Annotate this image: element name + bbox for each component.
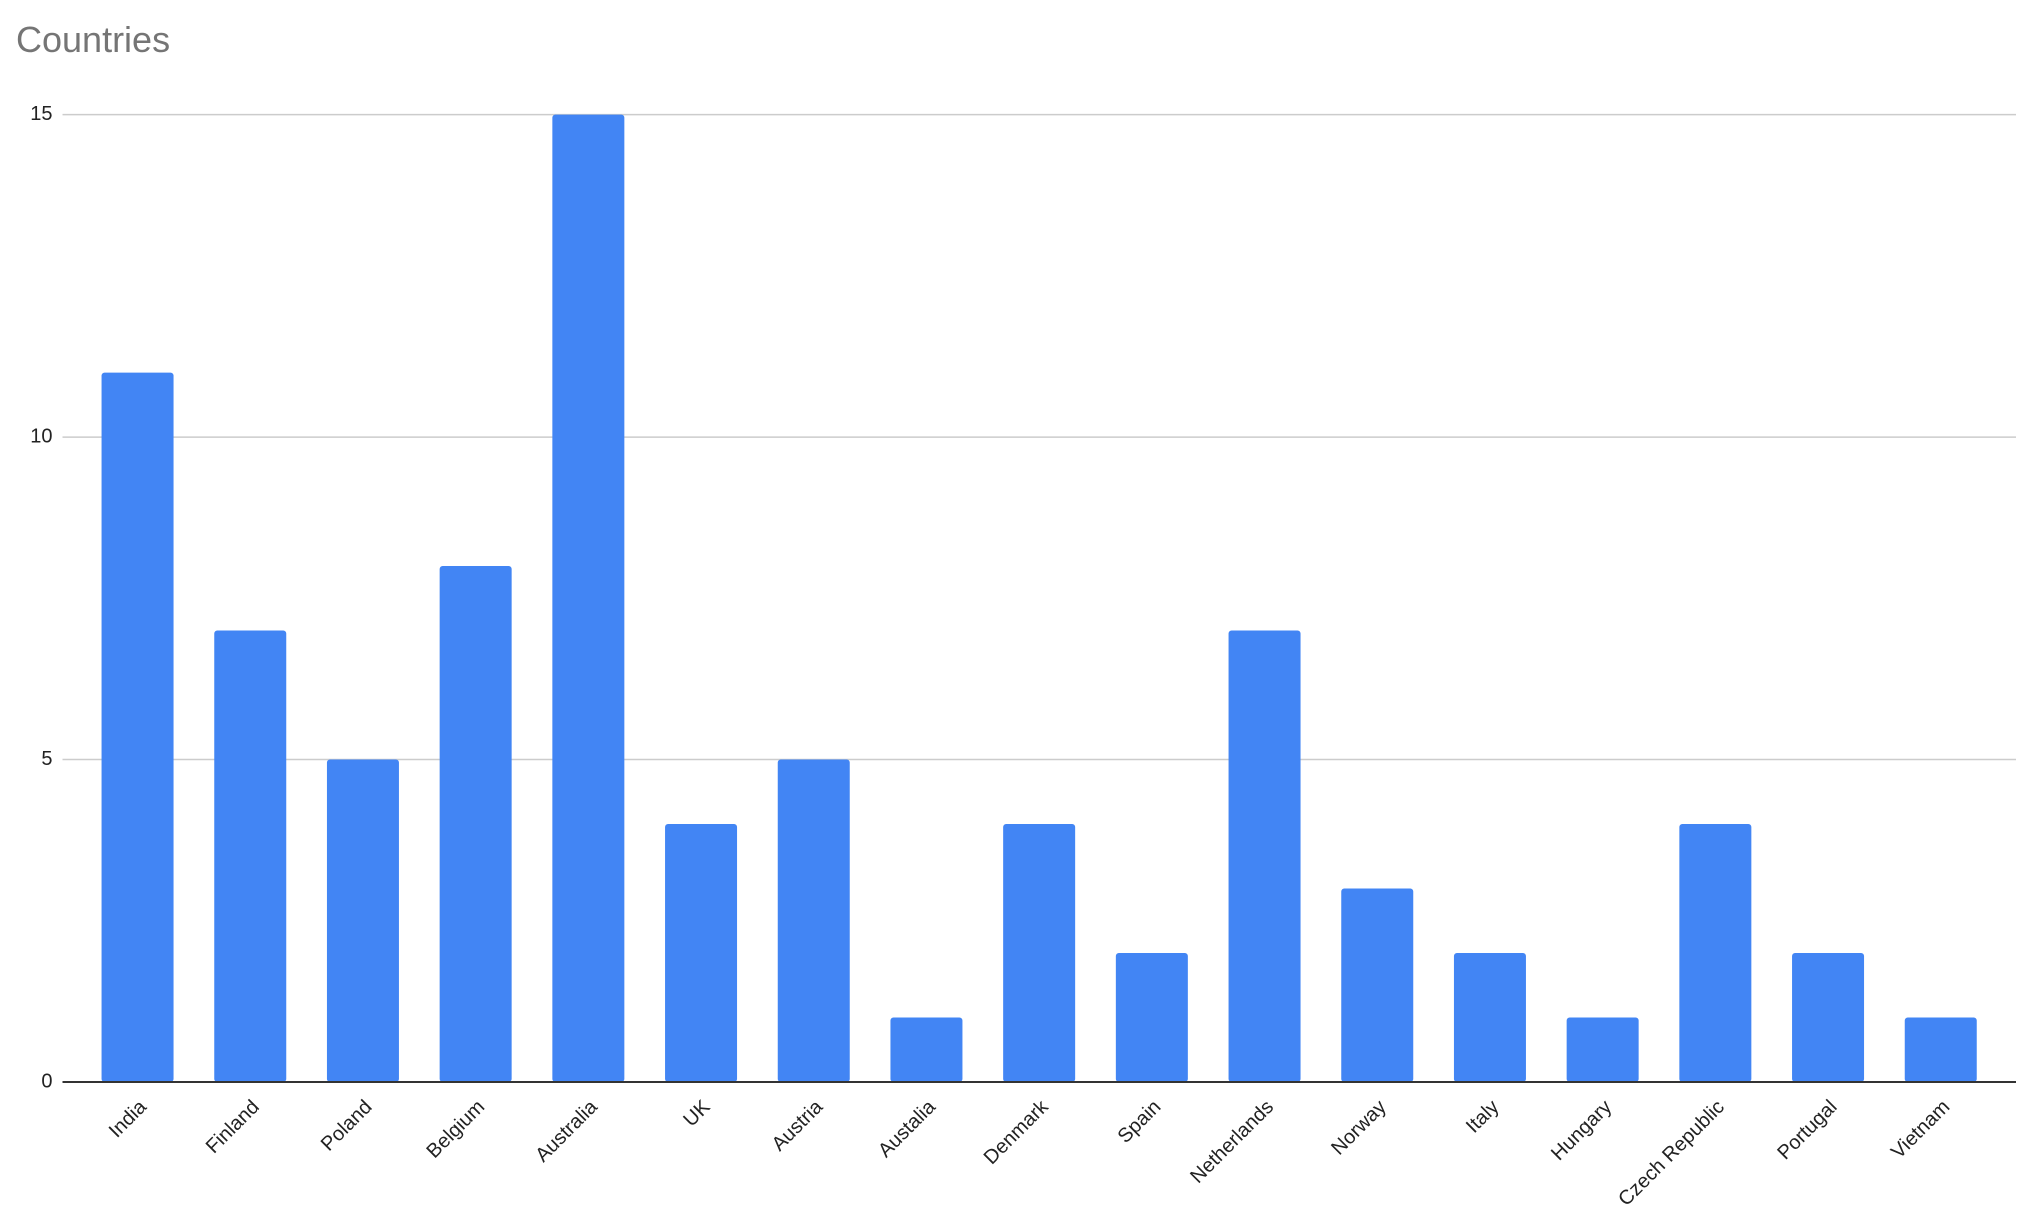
bar	[1453, 953, 1526, 1082]
bar	[777, 759, 850, 1082]
bar	[1904, 1017, 1977, 1082]
bar	[552, 114, 625, 1083]
bar	[214, 630, 287, 1082]
y-tick-label: 0	[41, 1070, 52, 1092]
chart-title: Countries	[16, 19, 170, 60]
y-tick-label: 15	[30, 103, 52, 125]
bar	[1228, 630, 1301, 1082]
bar	[1003, 824, 1076, 1082]
bar	[665, 824, 738, 1082]
bar	[1115, 953, 1188, 1082]
bar	[439, 566, 512, 1082]
bar	[101, 372, 174, 1082]
bar	[1566, 1017, 1639, 1082]
bar	[1679, 824, 1752, 1082]
bar	[1792, 953, 1865, 1082]
bar	[1341, 888, 1414, 1082]
bar	[890, 1017, 963, 1082]
y-tick-label: 5	[41, 748, 52, 770]
y-tick-label: 10	[30, 425, 52, 447]
bar	[326, 759, 399, 1082]
